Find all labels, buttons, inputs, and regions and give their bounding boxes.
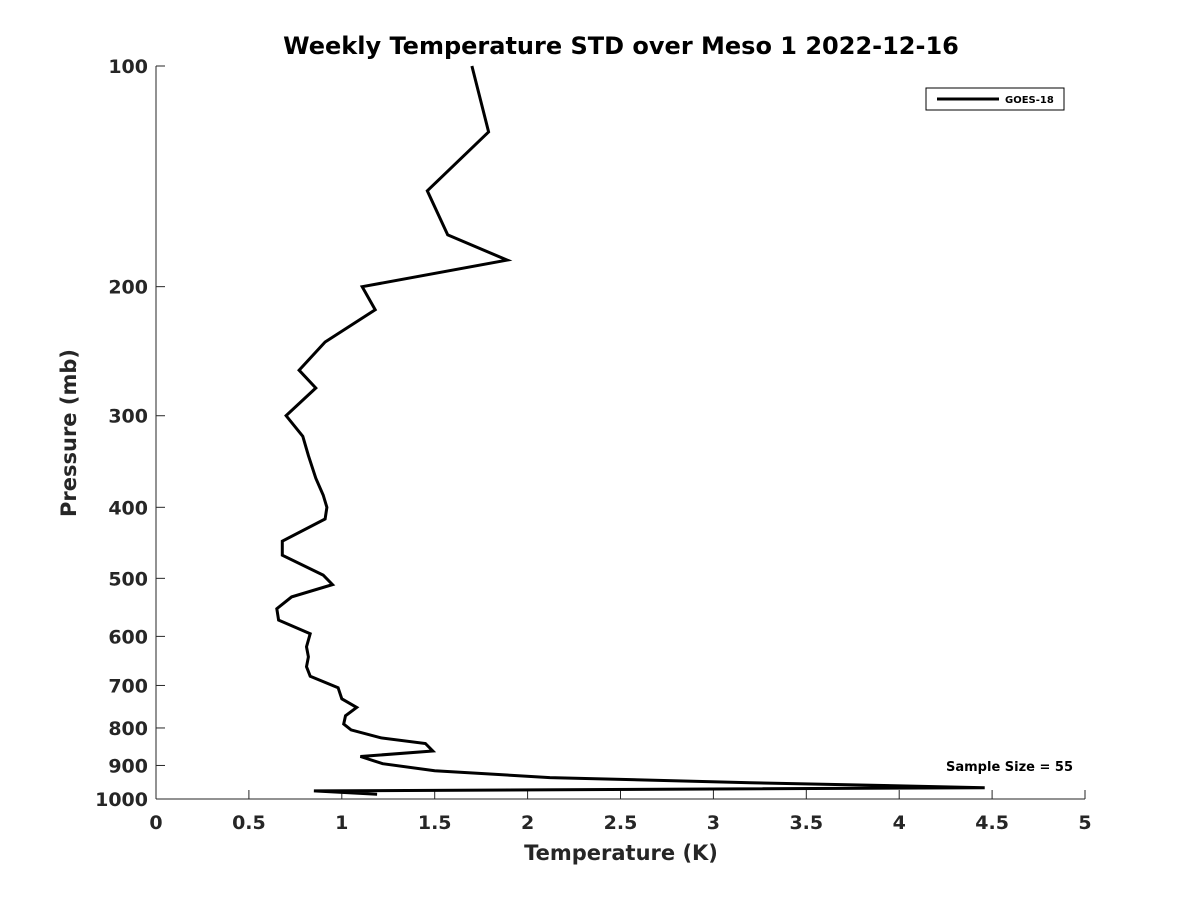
x-tick-label: 0.5 (232, 812, 266, 834)
series-line-goes-18 (275, 65, 985, 796)
series-group (275, 65, 985, 796)
y-tick-label: 800 (108, 718, 148, 740)
y-tick-label: 200 (108, 277, 148, 299)
y-tick-label: 500 (108, 568, 148, 590)
x-tick-label: 2 (521, 812, 534, 834)
sample-size-annotation: Sample Size = 55 (946, 760, 1073, 775)
y-tick-label: 1000 (95, 789, 148, 811)
x-tick-label: 4.5 (975, 812, 1009, 834)
x-tick-label: 2.5 (604, 812, 638, 834)
y-tick-label: 900 (108, 755, 148, 777)
x-tick-label: 4 (893, 812, 906, 834)
x-tick-label: 1.5 (418, 812, 452, 834)
x-tick-label: 1 (335, 812, 348, 834)
legend: GOES-18 (925, 87, 1065, 111)
axes: 0 0.5 1 1.5 2 2.5 3 3.5 4 4.5 5 100 200 300 400 500 600 7… (95, 56, 1092, 834)
y-axis-title: Pressure (mb) (57, 349, 81, 517)
y-tick-label: 600 (108, 626, 148, 648)
y-tick-label: 300 (108, 406, 148, 428)
x-tick-label: 3 (707, 812, 720, 834)
y-tick-label: 400 (108, 497, 148, 519)
y-tick-label: 700 (108, 675, 148, 697)
x-tick-label: 5 (1078, 812, 1091, 834)
x-tick-label: 3.5 (789, 812, 823, 834)
x-tick-label: 0 (149, 812, 162, 834)
y-tick-label: 100 (108, 56, 148, 78)
chart-title: Weekly Temperature STD over Meso 1 2022-… (283, 32, 959, 60)
legend-label: GOES-18 (1005, 95, 1054, 106)
x-axis-title: Temperature (K) (524, 841, 718, 865)
